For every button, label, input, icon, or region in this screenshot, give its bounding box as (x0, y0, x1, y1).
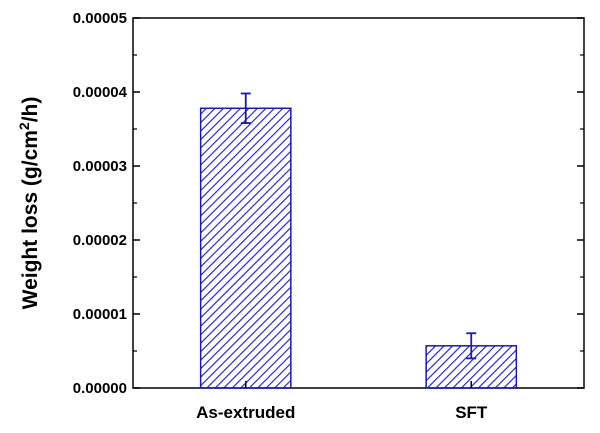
y-tick-label: 0.00003 (73, 158, 127, 175)
y-tick-label: 0.00005 (73, 10, 127, 27)
y-axis-title: Weight loss (g/cm2/h) (16, 97, 42, 310)
x-axis-labels: As-extruded SFT (196, 381, 488, 422)
y-tick-label: 0.00000 (73, 380, 127, 397)
x-tick-label: SFT (455, 403, 488, 422)
y-tick-label: 0.00004 (73, 84, 128, 101)
y-tick-label: 0.00002 (73, 232, 127, 249)
y-axis-ticks: 0.00000 0.00001 0.00002 0.00003 0.00004 0.000… (73, 10, 584, 397)
bar-as-extruded (199, 107, 292, 389)
bars (199, 92, 518, 389)
x-tick-label: As-extruded (196, 403, 295, 422)
y-tick-label: 0.00001 (73, 306, 127, 323)
